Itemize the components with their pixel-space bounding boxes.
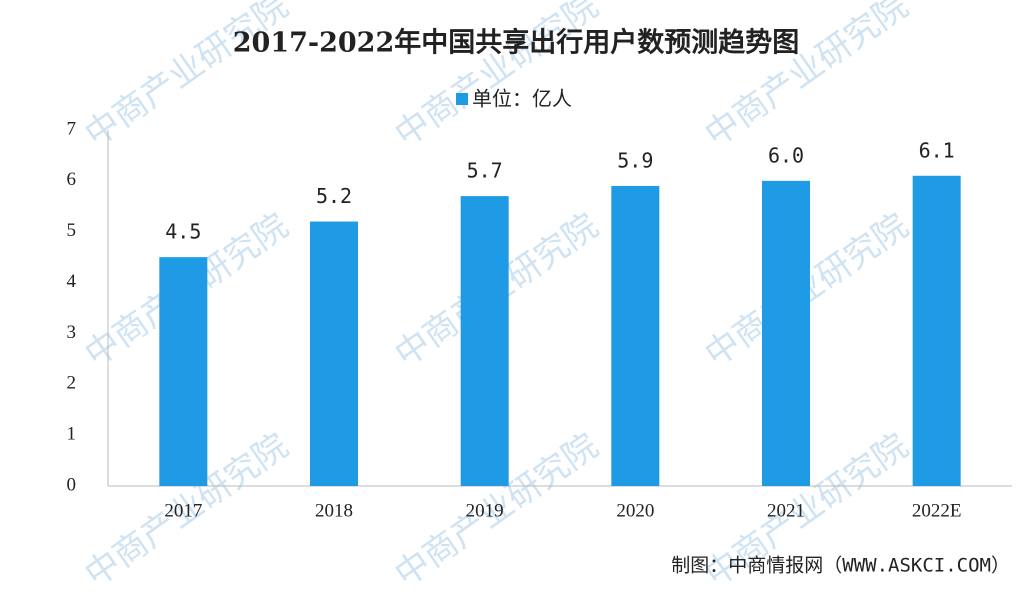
watermark: 中商产业研究院 — [698, 0, 916, 155]
bar — [460, 196, 509, 486]
value-label: 5.9 — [617, 148, 653, 172]
watermark: 中商产业研究院 — [388, 0, 606, 155]
y-tick-label: 3 — [67, 322, 77, 343]
y-tick-label: 2 — [67, 373, 77, 394]
value-label: 5.2 — [316, 184, 352, 208]
y-tick-label: 6 — [67, 169, 77, 190]
source-note: 制图：中商情报网（WWW.ASKCI.COM） — [671, 555, 1010, 577]
value-label: 6.1 — [919, 138, 955, 162]
bar — [611, 185, 660, 486]
y-tick-label: 7 — [67, 118, 77, 139]
legend-label: 单位：亿人 — [472, 87, 572, 111]
x-tick-label: 2017 — [164, 500, 202, 521]
y-tick-label: 4 — [67, 271, 77, 292]
chart-title: 2017-2022年中国共享出行用户数预测趋势图 — [233, 27, 800, 59]
y-tick-label: 5 — [67, 220, 77, 241]
watermark: 中商产业研究院 — [78, 0, 296, 155]
x-tick-label: 2021 — [767, 500, 805, 521]
legend-swatch — [456, 93, 468, 105]
value-label: 5.7 — [467, 159, 503, 183]
y-tick-label: 1 — [67, 424, 77, 445]
bar — [762, 180, 810, 486]
bar — [159, 257, 208, 486]
x-tick-label: 2019 — [466, 500, 504, 521]
x-tick-label: 2018 — [315, 500, 353, 521]
x-tick-label: 2022E — [912, 500, 962, 521]
x-tick-label: 2020 — [616, 500, 654, 521]
value-label: 6.0 — [768, 143, 804, 167]
y-tick-label: 0 — [67, 474, 77, 495]
bar — [912, 175, 961, 486]
value-label: 4.5 — [165, 220, 201, 244]
bar — [310, 221, 358, 487]
